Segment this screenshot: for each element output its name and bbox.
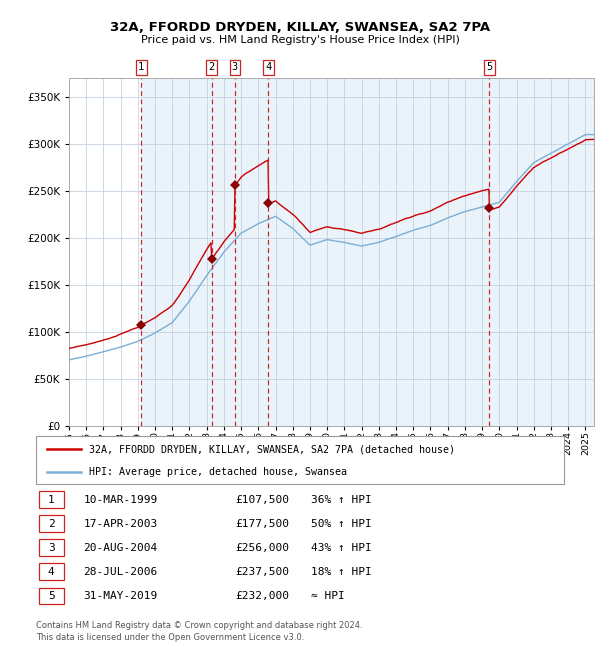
Text: 32A, FFORDD DRYDEN, KILLAY, SWANSEA, SA2 7PA (detached house): 32A, FFORDD DRYDEN, KILLAY, SWANSEA, SA2… (89, 444, 455, 454)
Text: Contains HM Land Registry data © Crown copyright and database right 2024.: Contains HM Land Registry data © Crown c… (36, 621, 362, 630)
Text: 2: 2 (209, 62, 215, 72)
Text: Price paid vs. HM Land Registry's House Price Index (HPI): Price paid vs. HM Land Registry's House … (140, 34, 460, 45)
Text: 3: 3 (232, 62, 238, 72)
Text: 18% ↑ HPI: 18% ↑ HPI (311, 567, 371, 577)
Bar (489, 78, 594, 426)
Text: 32A, FFORDD DRYDEN, KILLAY, SWANSEA, SA2 7PA: 32A, FFORDD DRYDEN, KILLAY, SWANSEA, SA2… (110, 21, 490, 34)
FancyBboxPatch shape (38, 491, 64, 508)
Text: 1: 1 (138, 62, 144, 72)
Text: £232,000: £232,000 (235, 591, 289, 601)
Bar (268, 78, 489, 426)
Text: 31-MAY-2019: 31-MAY-2019 (83, 591, 158, 601)
Text: 50% ↑ HPI: 50% ↑ HPI (311, 519, 371, 528)
Text: 4: 4 (265, 62, 271, 72)
Text: 43% ↑ HPI: 43% ↑ HPI (311, 543, 371, 552)
Text: 20-AUG-2004: 20-AUG-2004 (83, 543, 158, 552)
Text: 5: 5 (486, 62, 492, 72)
Text: 36% ↑ HPI: 36% ↑ HPI (311, 495, 371, 504)
Text: 4: 4 (48, 567, 55, 577)
Bar (235, 78, 268, 426)
Text: 10-MAR-1999: 10-MAR-1999 (83, 495, 158, 504)
Text: 1: 1 (48, 495, 55, 504)
Text: 3: 3 (48, 543, 55, 552)
Text: 17-APR-2003: 17-APR-2003 (83, 519, 158, 528)
Text: 28-JUL-2006: 28-JUL-2006 (83, 567, 158, 577)
Text: HPI: Average price, detached house, Swansea: HPI: Average price, detached house, Swan… (89, 467, 347, 477)
FancyBboxPatch shape (38, 515, 64, 532)
Text: £177,500: £177,500 (235, 519, 289, 528)
FancyBboxPatch shape (38, 540, 64, 556)
Text: ≈ HPI: ≈ HPI (311, 591, 344, 601)
Text: 5: 5 (48, 591, 55, 601)
Text: 2: 2 (48, 519, 55, 528)
Text: £256,000: £256,000 (235, 543, 289, 552)
Bar (141, 78, 212, 426)
Bar (212, 78, 235, 426)
Text: This data is licensed under the Open Government Licence v3.0.: This data is licensed under the Open Gov… (36, 632, 304, 642)
Text: £237,500: £237,500 (235, 567, 289, 577)
Text: £107,500: £107,500 (235, 495, 289, 504)
FancyBboxPatch shape (38, 564, 64, 580)
FancyBboxPatch shape (38, 588, 64, 604)
